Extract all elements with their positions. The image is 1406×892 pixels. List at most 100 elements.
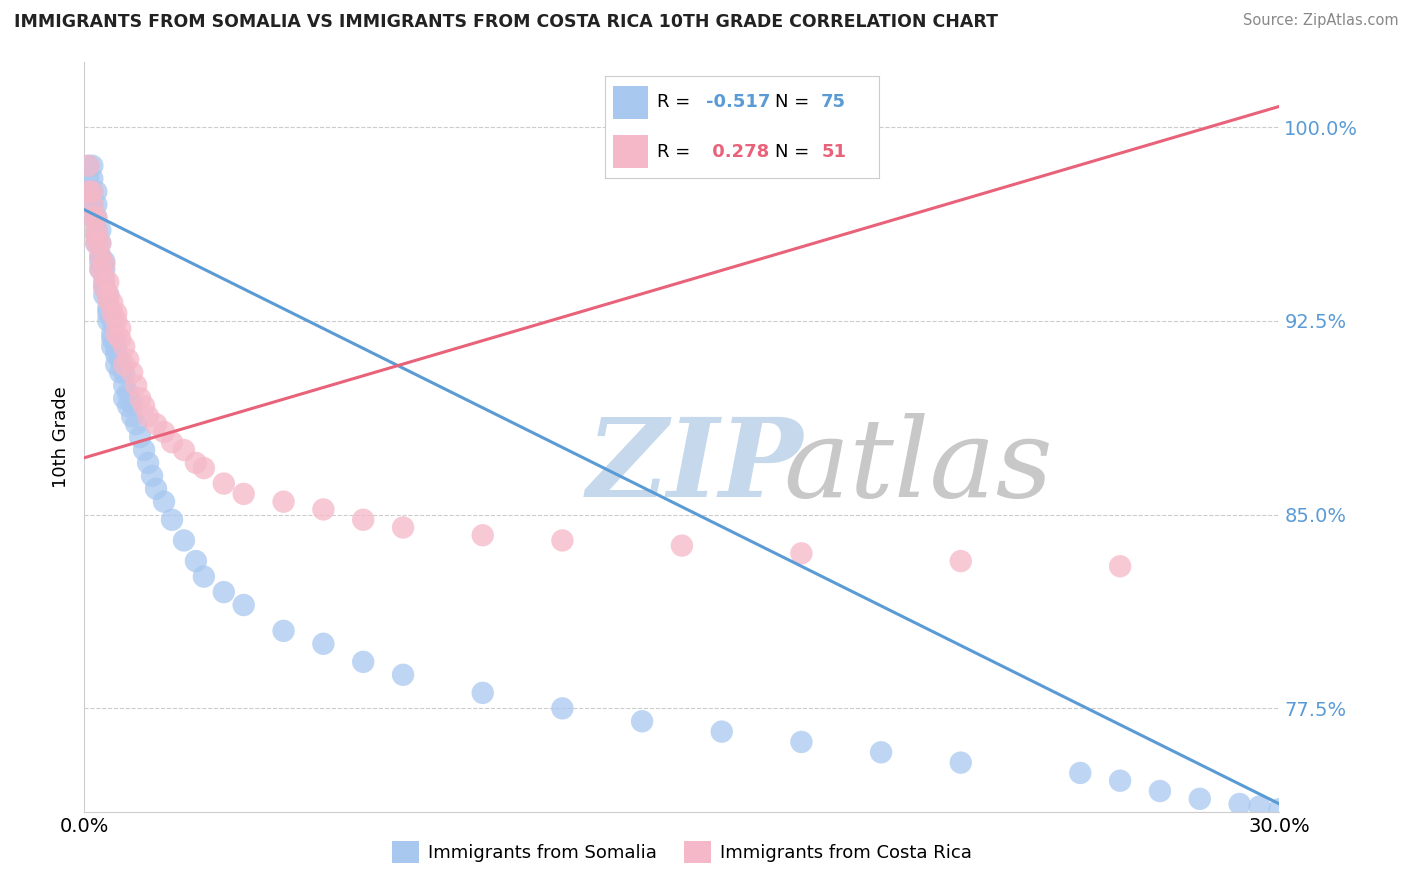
Point (89, 236, 111, 251)
Point (93, 275, 115, 289)
Point (117, 399, 139, 413)
Y-axis label: 10th Grade: 10th Grade (52, 386, 70, 488)
Point (1188, 792, 1211, 806)
Point (631, 714, 654, 729)
Point (790, 546, 813, 560)
Text: ZIP: ZIP (586, 413, 803, 521)
Point (212, 585, 235, 599)
Point (1249, 799, 1271, 814)
Point (86, 228, 108, 243)
Point (112, 378, 135, 392)
Point (551, 701, 574, 715)
Point (101, 332, 124, 346)
Point (1229, 797, 1251, 811)
Point (97, 293, 120, 307)
Text: N =: N = (775, 143, 808, 161)
Point (86, 211, 108, 225)
Text: 51: 51 (821, 143, 846, 161)
Point (352, 655, 374, 669)
Point (105, 306, 128, 320)
Point (93, 280, 115, 294)
Point (77, 159, 100, 173)
Bar (613, 87, 648, 119)
Point (89, 262, 111, 277)
Point (129, 392, 152, 406)
Point (392, 520, 415, 534)
Point (77, 159, 100, 173)
Point (86, 236, 108, 251)
Text: -0.517: -0.517 (706, 94, 770, 112)
Point (193, 569, 215, 583)
Point (184, 456, 207, 470)
Point (89, 254, 111, 268)
Point (82, 211, 104, 225)
Point (112, 358, 135, 372)
Point (101, 314, 124, 328)
Point (97, 288, 120, 302)
Point (97, 301, 120, 315)
Point (89, 249, 111, 263)
Point (112, 340, 135, 354)
Point (105, 358, 128, 372)
Point (105, 326, 128, 341)
Point (1149, 784, 1171, 798)
Text: Source: ZipAtlas.com: Source: ZipAtlas.com (1243, 13, 1399, 29)
Point (121, 396, 143, 410)
Point (949, 756, 972, 770)
Point (86, 185, 108, 199)
Legend: Immigrants from Somalia, Immigrants from Costa Rica: Immigrants from Somalia, Immigrants from… (385, 834, 979, 870)
Text: R =: R = (657, 94, 690, 112)
Point (105, 314, 128, 328)
Point (1109, 773, 1132, 788)
Point (125, 417, 148, 432)
Point (93, 262, 115, 277)
Point (105, 347, 128, 361)
Point (82, 171, 104, 186)
Point (1069, 766, 1091, 780)
Text: IMMIGRANTS FROM SOMALIA VS IMMIGRANTS FROM COSTA RICA 10TH GRADE CORRELATION CHA: IMMIGRANTS FROM SOMALIA VS IMMIGRANTS FR… (14, 13, 998, 31)
Point (145, 417, 167, 432)
Text: N =: N = (775, 94, 808, 112)
Point (97, 306, 120, 320)
Point (82, 185, 104, 199)
Text: 0.278: 0.278 (706, 143, 769, 161)
Point (352, 513, 374, 527)
Point (101, 340, 124, 354)
Point (86, 211, 108, 225)
Point (110, 332, 132, 346)
Point (82, 211, 104, 225)
Point (110, 366, 132, 380)
Point (105, 340, 128, 354)
Point (77, 185, 100, 199)
Point (312, 637, 335, 651)
Point (471, 528, 494, 542)
Point (392, 667, 415, 681)
Point (93, 280, 115, 294)
Point (93, 269, 115, 284)
Point (710, 724, 733, 739)
Point (93, 257, 115, 271)
Point (273, 624, 295, 638)
Point (145, 482, 167, 496)
Point (82, 197, 104, 211)
Point (89, 249, 111, 263)
Point (1268, 802, 1291, 816)
Point (173, 533, 195, 548)
Point (160, 435, 183, 450)
Point (97, 314, 120, 328)
Point (132, 399, 156, 413)
Point (101, 295, 124, 310)
Point (86, 228, 108, 243)
Point (93, 288, 115, 302)
Point (89, 262, 111, 277)
Point (101, 306, 124, 320)
Point (97, 275, 120, 289)
Point (671, 539, 693, 553)
Point (112, 392, 135, 406)
Point (117, 352, 139, 367)
Point (82, 159, 104, 173)
Point (551, 533, 574, 548)
Text: R =: R = (657, 143, 690, 161)
Point (117, 386, 139, 401)
Point (93, 254, 115, 268)
